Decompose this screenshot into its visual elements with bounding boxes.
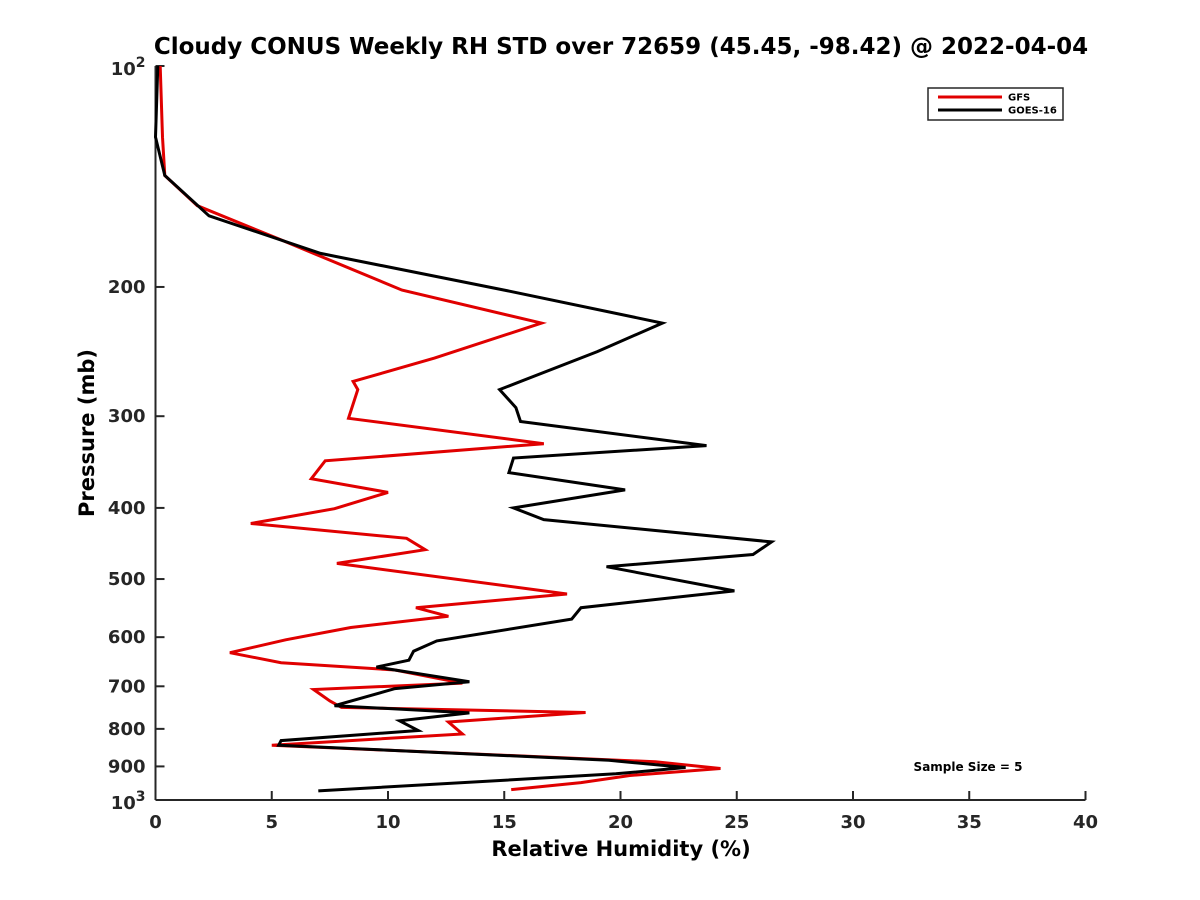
sample-size-annotation: Sample Size = 5 (914, 760, 1023, 774)
chart-title: Cloudy CONUS Weekly RH STD over 72659 (4… (154, 34, 1088, 60)
x-tick-label: 0 (149, 812, 162, 833)
y-tick-label: 600 (108, 627, 146, 648)
y-tick-label: 200 (108, 277, 146, 298)
x-tick-label: 20 (608, 812, 633, 833)
x-tick-label: 25 (724, 812, 749, 833)
series-line-goes-16 (153, 65, 776, 793)
series-line-gfs (158, 65, 721, 792)
legend: GFS GOES-16 (927, 87, 1064, 121)
y-axis-label: Pressure (mb) (75, 349, 99, 517)
y-tick-label: 400 (108, 498, 146, 519)
x-tick-label: 5 (265, 812, 278, 833)
y-tick-label: 300 (108, 406, 146, 427)
x-tick-label: 15 (492, 812, 517, 833)
y-tick-label: 500 (108, 569, 146, 590)
legend-label-goes-16: GOES-16 (1008, 106, 1057, 117)
x-tick-label: 35 (957, 812, 982, 833)
x-axis-label: Relative Humidity (%) (491, 837, 750, 861)
data-series (153, 65, 776, 793)
legend-box (927, 87, 1064, 121)
y-tick-label: 900 (108, 756, 146, 777)
y-tick-label: 700 (108, 676, 146, 697)
legend-label-gfs: GFS (1008, 93, 1030, 104)
y-tick-label: 102 (111, 55, 146, 80)
y-tick-label: 103 (111, 789, 146, 814)
x-tick-label: 10 (375, 812, 400, 833)
x-tick-label: 30 (840, 812, 865, 833)
y-tick-label: 800 (108, 719, 146, 740)
x-tick-label: 40 (1073, 812, 1098, 833)
plot-axes: 0 5 10 15 20 25 30 35 40 102 200 300 400 500 600 700 800… (108, 55, 1098, 833)
